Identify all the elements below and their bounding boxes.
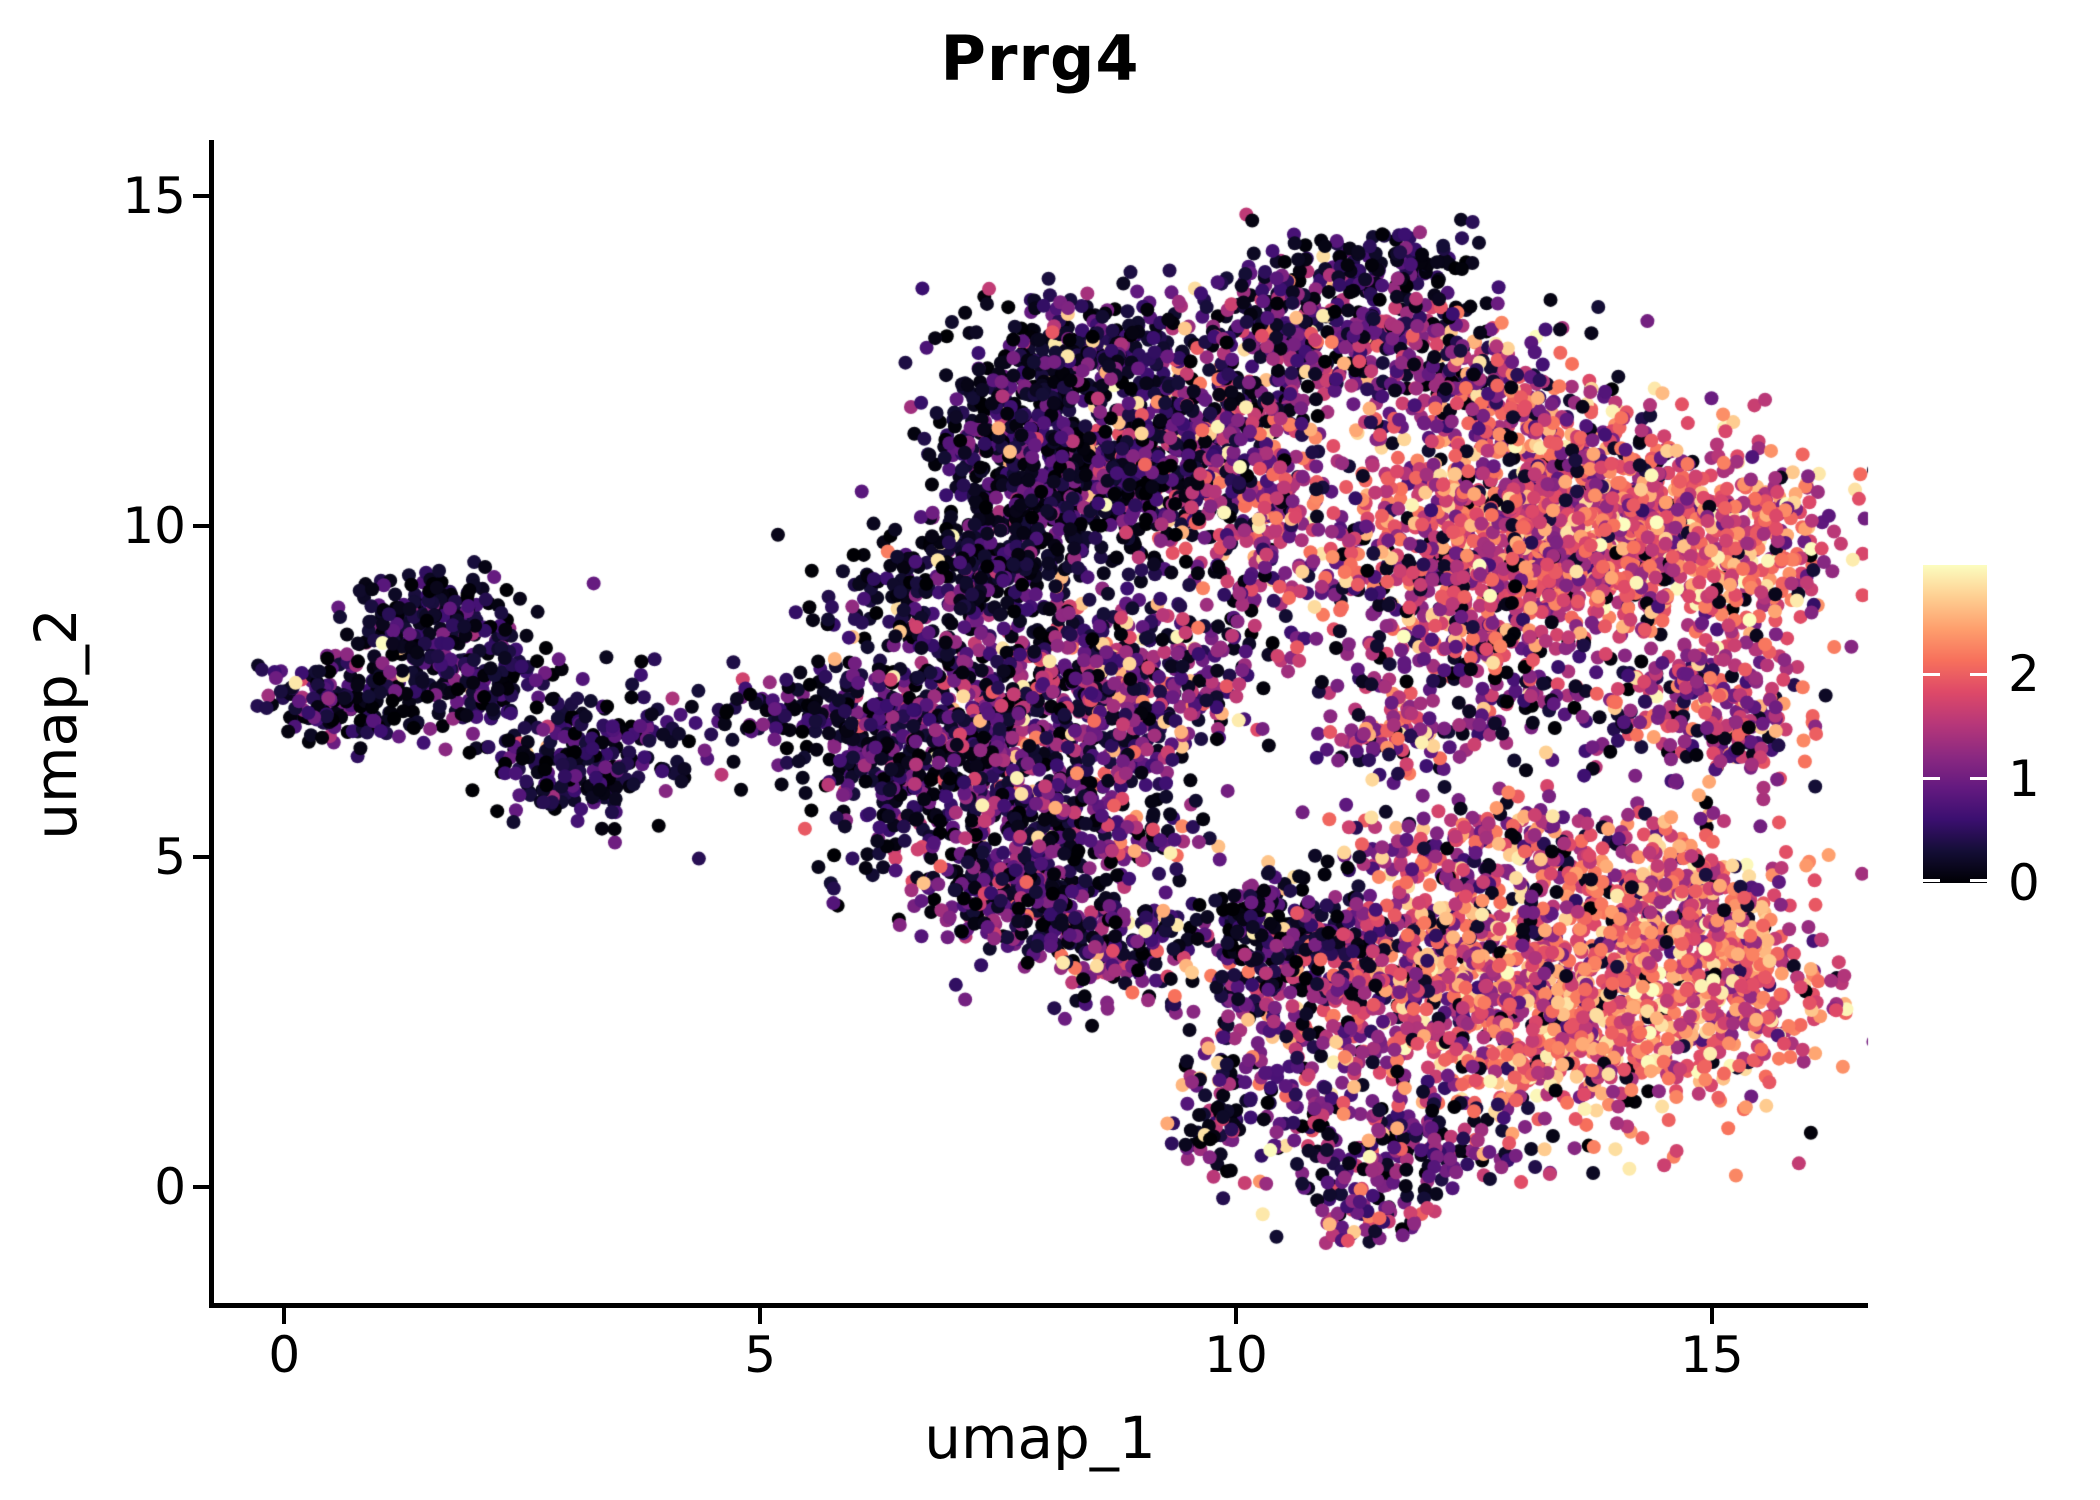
x-axis-title: umap_1 [924,1404,1156,1472]
x-tick-label: 0 [268,1326,301,1384]
y-tick-mark [193,1185,209,1190]
colorbar-tick-label: 0 [2008,854,2040,912]
y-tick-mark [193,854,209,859]
colorbar-tick-mark [1970,878,1987,882]
x-tick-mark [282,1308,287,1324]
plot-title: Prrg4 [940,22,1140,95]
colorbar-tick-mark [1923,672,1940,676]
x-tick-mark [1234,1308,1239,1324]
x-tick-label: 15 [1680,1326,1744,1384]
colorbar-tick-mark [1923,777,1940,781]
x-axis-line [209,1303,1868,1308]
y-tick-label: 0 [154,1158,186,1217]
y-tick-label: 10 [122,497,186,556]
colorbar-tick-mark [1970,777,1987,781]
x-tick-label: 10 [1204,1326,1268,1384]
y-tick-mark [193,193,209,198]
colorbar-tick-mark [1923,878,1940,882]
y-tick-mark [193,524,209,529]
y-axis-line [209,140,214,1308]
y-tick-label: 15 [122,166,186,225]
x-tick-label: 5 [744,1326,777,1384]
colorbar-tick-mark [1970,672,1987,676]
x-tick-mark [1709,1308,1714,1324]
y-axis-title: umap_2 [22,608,90,840]
y-tick-label: 5 [154,827,186,886]
colorbar-tick-label: 1 [2008,749,2040,808]
colorbar-tick-label: 2 [2008,645,2040,704]
expression-colorbar [1923,565,1987,883]
x-tick-mark [758,1308,763,1324]
